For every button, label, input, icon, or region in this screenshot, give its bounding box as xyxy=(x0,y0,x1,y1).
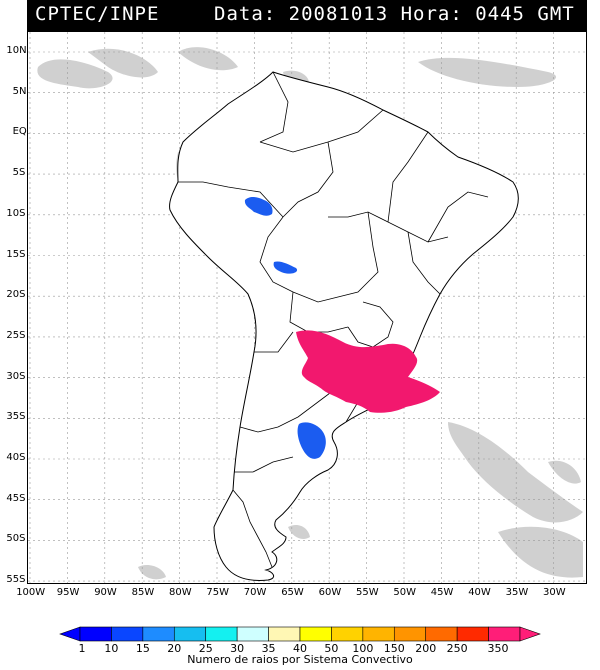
colorbar-swatch xyxy=(425,626,458,642)
lon-tick-label: 80W xyxy=(169,587,192,598)
colorbar-swatch xyxy=(299,626,332,642)
lat-tick-label: 5N xyxy=(12,85,27,97)
colorbar: 1 10 15 20 25 30 35 40 50 100 150 200 250 350 Numero … xyxy=(0,624,600,670)
colorbar-tick-label: 20 xyxy=(167,642,181,654)
colorbar-swatch xyxy=(331,626,364,642)
colorbar-tick-label: 35 xyxy=(262,642,276,654)
colorbar-swatch xyxy=(142,626,175,642)
lat-tick-label: 10S xyxy=(6,207,26,219)
lat-tick-label: 5S xyxy=(12,167,26,179)
cluster-uruguay-rs xyxy=(296,330,440,413)
lon-tick-label: 55W xyxy=(356,587,379,598)
convective-clusters xyxy=(244,196,440,459)
lat-tick-label: 10N xyxy=(6,45,27,56)
lon-tick-label: 50W xyxy=(393,587,417,598)
map-panel xyxy=(27,31,587,584)
colorbar-tick-label: 15 xyxy=(136,642,150,654)
lon-tick-label: 95W xyxy=(56,587,80,598)
coastline xyxy=(169,71,519,581)
colorbar-tick-label: 100 xyxy=(352,642,373,654)
cluster-bolivia xyxy=(273,261,298,274)
lat-tick-label: 20S xyxy=(6,289,26,301)
lat-tick-label: EQ xyxy=(12,126,27,138)
colorbar-tick-label: 50 xyxy=(324,642,338,654)
lat-tick-label: 50S xyxy=(6,533,26,545)
colorbar-caption: Numero de raios por Sistema Convectivo xyxy=(187,653,413,666)
cluster-argentina-south xyxy=(297,422,326,459)
cluster-peru-brazil xyxy=(244,196,273,216)
lat-tick-label: 35S xyxy=(6,411,26,423)
colorbar-swatch xyxy=(111,626,144,642)
lon-tick-label: 60W xyxy=(318,587,342,598)
lon-tick-label: 85W xyxy=(131,587,155,598)
colorbar-tick-label: 1 xyxy=(79,642,86,654)
timestamp-label: Data: 20081013 Hora: 0445 GMT xyxy=(214,3,575,25)
colorbar-scale: 1 10 15 20 25 30 35 40 50 100 150 200 250 350 xyxy=(59,626,541,655)
colorbar-swatch xyxy=(488,626,521,642)
colorbar-tick-label: 350 xyxy=(488,642,509,654)
colorbar-swatch xyxy=(268,626,301,642)
lon-tick-label: 45W xyxy=(430,587,454,598)
colorbar-swatch xyxy=(456,626,489,642)
lon-tick-label: 100W xyxy=(16,587,46,598)
lon-tick-label: 75W xyxy=(206,587,230,598)
colorbar-tick-label: 150 xyxy=(384,642,405,654)
colorbar-tick-label: 250 xyxy=(447,642,468,654)
colorbar-tick-label: 30 xyxy=(230,642,244,654)
colorbar-swatch xyxy=(393,626,427,642)
lat-tick-label: 55S xyxy=(6,574,26,586)
lon-tick-label: 30W xyxy=(543,587,566,598)
lon-tick-label: 65W xyxy=(281,587,304,598)
map-header: CPTEC/INPE Data: 20081013 Hora: 0445 GMT xyxy=(27,0,587,31)
colorbar-tick-label: 40 xyxy=(293,642,307,654)
lat-tick-label: 45S xyxy=(6,492,26,504)
colorbar-tick-label: 10 xyxy=(104,642,118,654)
colorbar-swatch xyxy=(205,626,238,642)
agency-label: CPTEC/INPE xyxy=(35,3,160,25)
lat-tick-label: 25S xyxy=(6,329,26,341)
lon-tick-label: 40W xyxy=(468,587,491,598)
colorbar-tick-label: 25 xyxy=(199,642,213,654)
map-canvas xyxy=(28,32,586,583)
colorbar-swatch xyxy=(362,626,395,642)
lon-tick-label: 35W xyxy=(505,587,529,598)
lat-tick-label: 40S xyxy=(6,452,26,463)
colorbar-swatch xyxy=(79,626,112,642)
colorbar-swatch xyxy=(173,626,207,642)
lon-tick-label: 70W xyxy=(243,587,267,598)
colorbar-tick-label: 200 xyxy=(415,642,436,654)
lon-tick-label: 90W xyxy=(94,587,117,598)
lat-tick-label: 30S xyxy=(6,370,26,382)
colorbar-left-arrow xyxy=(59,626,81,642)
lat-tick-label: 15S xyxy=(6,248,26,260)
colorbar-swatch xyxy=(236,626,269,642)
colorbar-right-arrow xyxy=(519,626,541,642)
